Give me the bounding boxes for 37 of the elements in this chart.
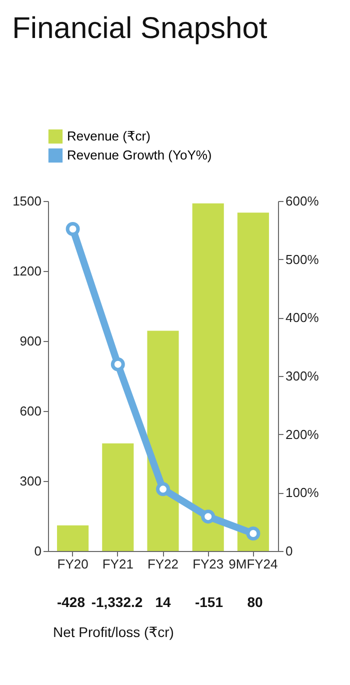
legend-label: Revenue Growth (YoY%) <box>67 148 212 162</box>
text: Net Profit/loss (₹cr) <box>53 624 174 640</box>
y-tick-label: 0 <box>34 544 42 558</box>
bar <box>147 330 179 551</box>
y2-tick-label: 500% <box>286 252 320 267</box>
y2-tick-label: 600% <box>286 194 320 208</box>
x-tick-label: FY20 <box>57 556 88 572</box>
y2-tick-label: 200% <box>286 426 320 442</box>
text: -428 <box>56 594 86 610</box>
y-tick-label: 300 <box>20 474 42 488</box>
y2-tick-label: 0 <box>286 544 293 558</box>
x-tick-label: FY21 <box>102 556 134 572</box>
text: -1,332.2 <box>91 594 143 610</box>
bar <box>57 525 89 551</box>
chart-title: Financial Snapshot <box>12 12 268 45</box>
y2-tick-label: 300% <box>286 368 320 384</box>
point <box>66 222 80 236</box>
y-tick-label: 900 <box>20 334 42 348</box>
text: 14 <box>155 594 171 610</box>
legend-label: Revenue (₹cr) <box>67 128 150 144</box>
y2-tick-label: 100% <box>286 485 320 500</box>
text: -151 <box>194 594 224 610</box>
y-tick-label: 1200 <box>12 264 42 278</box>
x-tick-label: 9MFY24 <box>228 556 278 572</box>
y-tick-label: 1500 <box>12 194 42 208</box>
bar <box>192 203 224 551</box>
point <box>156 482 170 496</box>
bar <box>102 443 134 551</box>
point <box>246 526 260 540</box>
x-tick-label: FY23 <box>192 556 224 572</box>
point <box>201 510 216 524</box>
y2-tick-label: 400% <box>286 310 320 326</box>
point <box>110 357 125 372</box>
text: 80 <box>247 594 263 610</box>
bar <box>237 212 269 551</box>
x-tick-label: FY22 <box>147 556 179 572</box>
y-tick-label: 600 <box>20 404 42 418</box>
